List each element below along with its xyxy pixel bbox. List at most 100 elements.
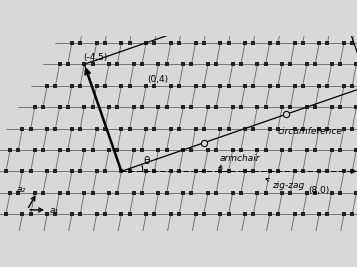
Point [213,233,219,238]
Point [238,105,244,109]
Point [337,62,343,66]
Point [337,233,343,238]
Point [102,84,108,88]
Point [69,212,75,216]
Point [65,62,71,66]
Point [188,148,194,152]
Point [65,105,71,109]
Point [275,41,281,45]
Point [176,41,182,45]
Point [226,212,231,216]
Point [176,84,182,88]
Point [279,62,285,66]
Point [131,233,137,238]
Point [304,105,310,109]
Point [180,105,186,109]
Point [275,126,281,131]
Point [81,191,87,195]
Point [329,62,335,66]
Point [131,62,137,66]
Point [292,212,297,216]
Point [52,169,58,174]
Point [304,148,310,152]
Point [69,84,75,88]
Point [238,233,244,238]
Point [7,191,13,195]
Point [300,84,306,88]
Point [350,84,355,88]
Point [119,169,124,174]
Point [238,148,244,152]
Point [275,169,281,174]
Point [263,233,268,238]
Point [217,84,223,88]
Point [143,41,149,45]
Point [180,191,186,195]
Point [287,62,293,66]
Point [242,84,248,88]
Point [20,169,25,174]
Point [341,126,347,131]
Point [213,148,219,152]
Point [106,105,112,109]
Point [119,212,124,216]
Point [267,169,273,174]
Point [168,84,174,88]
Point [156,148,161,152]
Point [102,41,108,45]
Point [114,148,120,152]
Point [127,41,132,45]
Point [205,233,211,238]
Point [139,62,145,66]
Point [188,191,194,195]
Point [226,169,231,174]
Point [205,148,211,152]
Point [127,126,132,131]
Point [168,212,174,216]
Text: θ: θ [144,156,150,166]
Point [316,212,322,216]
Point [3,212,9,216]
Point [213,105,219,109]
Point [139,191,145,195]
Point [275,212,281,216]
Point [312,233,318,238]
Point [20,126,25,131]
Text: (8,0): (8,0) [308,186,330,195]
Point [242,41,248,45]
Point [312,62,318,66]
Point [180,233,186,238]
Point [341,212,347,216]
Point [205,105,211,109]
Point [217,169,223,174]
Point [114,105,120,109]
Point [156,233,161,238]
Point [102,212,108,216]
Point [94,212,100,216]
Point [151,41,157,45]
Point [201,212,207,216]
Point [213,191,219,195]
Point [300,169,306,174]
Point [255,233,260,238]
Point [119,41,124,45]
Point [156,105,161,109]
Point [131,148,137,152]
Point [0,212,1,216]
Point [353,233,357,238]
Point [139,148,145,152]
Point [94,41,100,45]
Point [81,233,87,238]
Point [316,41,322,45]
Point [94,169,100,174]
Point [28,169,34,174]
Point [168,41,174,45]
Point [255,105,260,109]
Point [65,148,71,152]
Point [7,233,13,238]
Point [3,169,9,174]
Point [164,148,170,152]
Point [119,126,124,131]
Point [267,126,273,131]
Point [139,233,145,238]
